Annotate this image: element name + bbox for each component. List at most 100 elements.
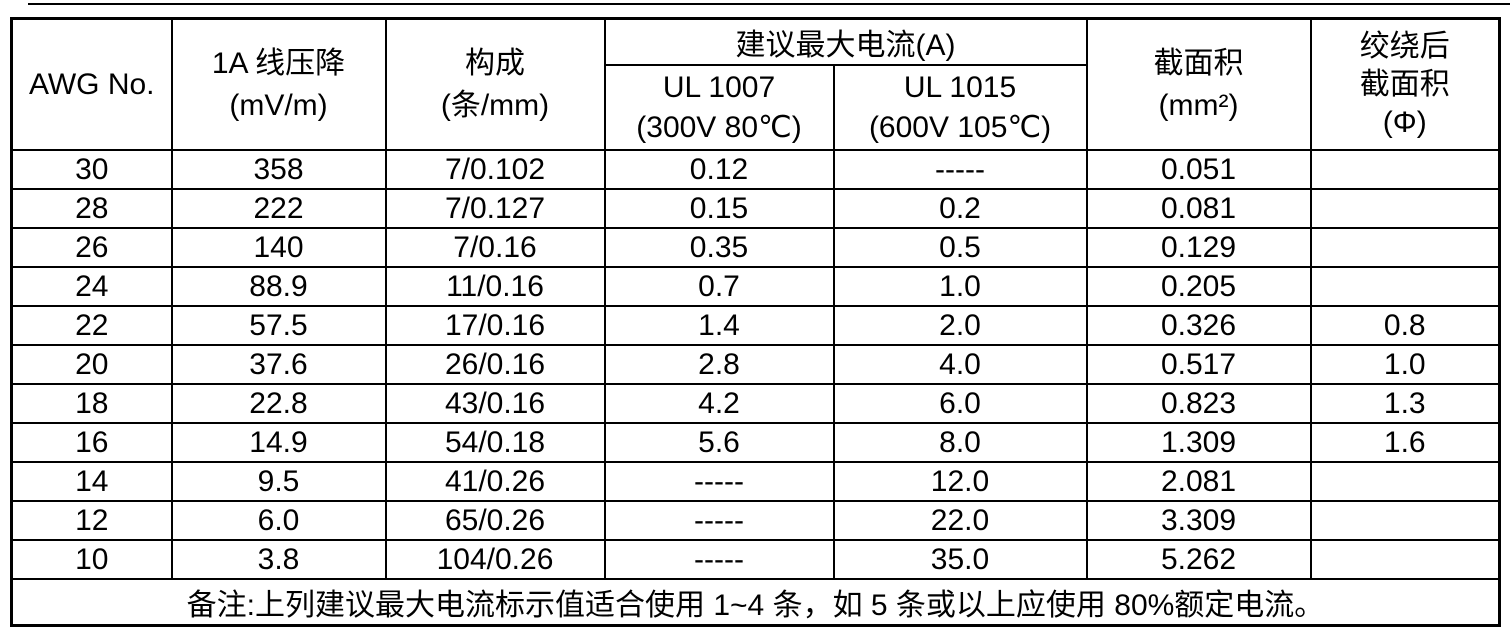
- cell-twisted: [1309, 539, 1501, 580]
- table-row: 16 14.9 54/0.18 5.6 8.0 1.309 1.6: [10, 422, 1501, 463]
- table-row: 14 9.5 41/0.26 ----- 12.0 2.081: [10, 461, 1501, 502]
- header-cross-section-line1: 截面积: [1153, 46, 1244, 80]
- cell-ul1015: 4.0: [832, 344, 1088, 385]
- header-composition-line2: (条/mm): [440, 88, 550, 122]
- cell-composition: 41/0.26: [384, 461, 606, 502]
- cell-composition: 7/0.127: [384, 188, 606, 229]
- cell-cross-section: 5.262: [1085, 539, 1312, 580]
- cell-voltage-drop: 22.8: [170, 383, 387, 424]
- cell-ul1007: -----: [603, 539, 835, 580]
- cell-awg: 30: [10, 149, 173, 190]
- header-max-current: 建议最大电流(A): [603, 17, 1088, 66]
- cell-awg: 24: [10, 266, 173, 307]
- table-note: 备注:上列建议最大电流标示值适合使用 1~4 条，如 5 条或以上应使用 80%…: [10, 578, 1501, 627]
- header-max-current-label: 建议最大电流(A): [735, 29, 956, 62]
- cell-awg: 22: [10, 305, 173, 346]
- header-voltage-drop-line2: (mV/m): [229, 88, 328, 122]
- top-rule: [28, 3, 1510, 5]
- table-row: 24 88.9 11/0.16 0.7 1.0 0.205: [10, 266, 1501, 307]
- cell-cross-section: 0.823: [1085, 383, 1312, 424]
- header-row-top: AWG No. 1A 线压降 (mV/m) 构成 (条/mm) 建议最大电流(A…: [10, 17, 1501, 151]
- cell-ul1015: 1.0: [832, 266, 1088, 307]
- table-row: 10 3.8 104/0.26 ----- 35.0 5.262: [10, 539, 1501, 580]
- cell-voltage-drop: 6.0: [170, 500, 387, 541]
- cell-voltage-drop: 3.8: [170, 539, 387, 580]
- table-row: 20 37.6 26/0.16 2.8 4.0 0.517 1.0: [10, 344, 1501, 385]
- cell-ul1015: 0.2: [832, 188, 1088, 229]
- note-row: 备注:上列建议最大电流标示值适合使用 1~4 条，如 5 条或以上应使用 80%…: [10, 578, 1501, 627]
- cell-voltage-drop: 57.5: [170, 305, 387, 346]
- cell-awg: 16: [10, 422, 173, 463]
- cell-voltage-drop: 14.9: [170, 422, 387, 463]
- table-row: 18 22.8 43/0.16 4.2 6.0 0.823 1.3: [10, 383, 1501, 424]
- cell-cross-section: 0.129: [1085, 227, 1312, 268]
- table-row: 26 140 7/0.16 0.35 0.5 0.129: [10, 227, 1501, 268]
- header-ul1015: UL 1015 (600V 105℃): [832, 64, 1088, 151]
- cell-awg: 14: [10, 461, 173, 502]
- cell-ul1007: 0.12: [603, 149, 835, 190]
- cell-cross-section: 0.205: [1085, 266, 1312, 307]
- cell-awg: 20: [10, 344, 173, 385]
- cell-cross-section: 1.309: [1085, 422, 1312, 463]
- header-voltage-drop: 1A 线压降 (mV/m): [170, 17, 387, 151]
- cell-ul1007: 5.6: [603, 422, 835, 463]
- header-twisted-line2: 截面积: [1359, 67, 1450, 101]
- cell-ul1015: 2.0: [832, 305, 1088, 346]
- cell-ul1015: 6.0: [832, 383, 1088, 424]
- cell-cross-section: 0.326: [1085, 305, 1312, 346]
- cell-twisted: 1.3: [1309, 383, 1501, 424]
- header-awg: AWG No.: [10, 17, 173, 151]
- cell-voltage-drop: 37.6: [170, 344, 387, 385]
- cell-awg: 18: [10, 383, 173, 424]
- cell-awg: 12: [10, 500, 173, 541]
- header-cross-section: 截面积 (mm²): [1085, 17, 1312, 151]
- cell-ul1007: -----: [603, 500, 835, 541]
- cell-cross-section: 0.081: [1085, 188, 1312, 229]
- cell-twisted: [1309, 149, 1501, 190]
- cell-twisted: [1309, 227, 1501, 268]
- cell-ul1007: 1.4: [603, 305, 835, 346]
- table-row: 28 222 7/0.127 0.15 0.2 0.081: [10, 188, 1501, 229]
- cell-composition: 7/0.102: [384, 149, 606, 190]
- cell-cross-section: 0.051: [1085, 149, 1312, 190]
- cell-composition: 65/0.26: [384, 500, 606, 541]
- cell-composition: 11/0.16: [384, 266, 606, 307]
- cell-ul1015: 22.0: [832, 500, 1088, 541]
- cell-ul1007: 4.2: [603, 383, 835, 424]
- cell-ul1007: -----: [603, 461, 835, 502]
- header-twisted-line3: (Φ): [1382, 105, 1427, 139]
- header-ul1015-line2: (600V 105℃): [868, 110, 1052, 144]
- table-row: 12 6.0 65/0.26 ----- 22.0 3.309: [10, 500, 1501, 541]
- cell-ul1015: 12.0: [832, 461, 1088, 502]
- header-ul1007-line1: UL 1007: [662, 70, 776, 104]
- cell-ul1007: 0.35: [603, 227, 835, 268]
- header-ul1007: UL 1007 (300V 80℃): [603, 64, 835, 151]
- table-row: 22 57.5 17/0.16 1.4 2.0 0.326 0.8: [10, 305, 1501, 346]
- wire-gauge-spec-table: AWG No. 1A 线压降 (mV/m) 构成 (条/mm) 建议最大电流(A…: [10, 17, 1501, 627]
- cell-ul1007: 0.15: [603, 188, 835, 229]
- cell-composition: 54/0.18: [384, 422, 606, 463]
- cell-voltage-drop: 88.9: [170, 266, 387, 307]
- cell-cross-section: 2.081: [1085, 461, 1312, 502]
- cell-twisted: [1309, 500, 1501, 541]
- cell-composition: 26/0.16: [384, 344, 606, 385]
- cell-twisted: [1309, 266, 1501, 307]
- header-voltage-drop-line1: 1A 线压降: [211, 46, 346, 80]
- header-ul1007-line2: (300V 80℃): [636, 110, 802, 144]
- header-twisted-cross-section: 绞绕后 截面积 (Φ): [1309, 17, 1501, 151]
- header-awg-label: AWG No.: [28, 67, 155, 101]
- cell-voltage-drop: 9.5: [170, 461, 387, 502]
- cell-twisted: [1309, 461, 1501, 502]
- cell-ul1015: 35.0: [832, 539, 1088, 580]
- cell-ul1015: 0.5: [832, 227, 1088, 268]
- cell-ul1015: 8.0: [832, 422, 1088, 463]
- cell-composition: 104/0.26: [384, 539, 606, 580]
- cell-composition: 7/0.16: [384, 227, 606, 268]
- cell-awg: 28: [10, 188, 173, 229]
- cell-voltage-drop: 222: [170, 188, 387, 229]
- header-row-sub: UL 1007 (300V 80℃) UL 1015 (600V 105℃): [12, 64, 1500, 151]
- header-composition-line1: 构成: [465, 46, 525, 80]
- header-twisted-line1: 绞绕后: [1359, 29, 1450, 63]
- cell-ul1015: -----: [832, 149, 1088, 190]
